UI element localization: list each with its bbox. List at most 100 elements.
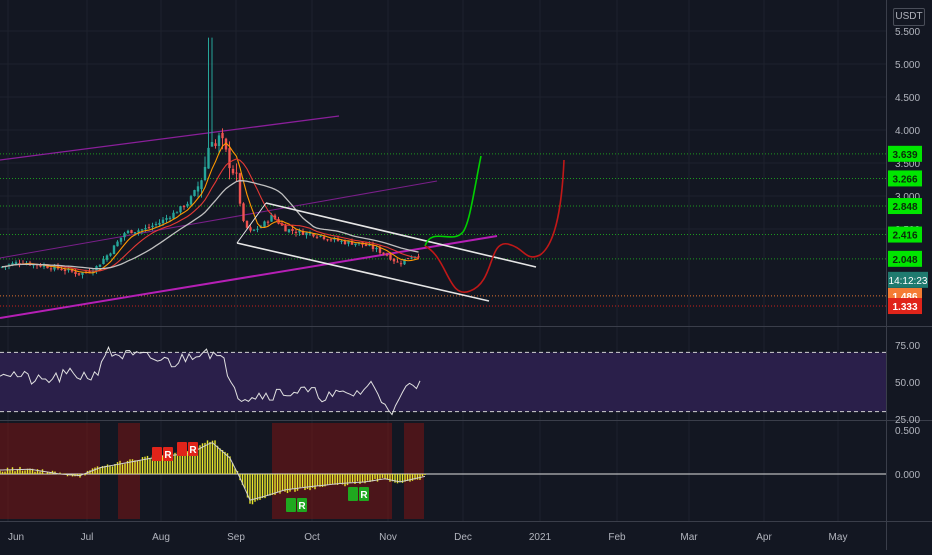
price-level-tag <box>888 198 922 215</box>
candle <box>112 245 116 255</box>
candle <box>109 253 112 256</box>
candle <box>301 230 305 235</box>
signal-marker-bull <box>359 487 369 501</box>
time-tick-label: Oct <box>304 532 320 543</box>
candle <box>231 168 235 174</box>
price-level-tag <box>888 250 922 267</box>
price-tick-label: 3.500 <box>895 159 920 170</box>
candle <box>256 228 259 230</box>
signal-marker-bear <box>177 442 187 456</box>
candle <box>53 265 56 270</box>
candle <box>200 180 203 190</box>
ma-slow <box>1 180 419 270</box>
candle <box>410 257 413 259</box>
candle <box>368 244 371 246</box>
time-tick-label: 2021 <box>529 532 552 543</box>
candle <box>392 258 396 262</box>
candle <box>375 247 378 250</box>
price-level-tag-text: 3.266 <box>892 174 917 185</box>
candle <box>203 166 207 180</box>
candle <box>91 271 95 273</box>
time-tick-label: Dec <box>454 532 472 543</box>
candle <box>144 228 147 230</box>
time-tick-label: May <box>829 532 848 543</box>
candle <box>364 244 368 246</box>
candle <box>266 221 270 223</box>
signal-marker-text: R <box>360 490 368 501</box>
rsi-tick-label: 75.00 <box>895 341 920 352</box>
candle <box>417 256 420 258</box>
time-tick-label: Nov <box>379 532 397 543</box>
candle <box>175 212 179 214</box>
candle <box>161 219 165 224</box>
candle <box>284 225 287 232</box>
candle <box>70 269 74 272</box>
candle <box>406 258 410 260</box>
osc-zone <box>118 423 140 519</box>
price-tick-label: 4.500 <box>895 93 920 104</box>
candle <box>329 239 333 241</box>
candle <box>210 142 214 147</box>
candle <box>154 223 158 225</box>
rsi-tick-label: 25.00 <box>895 415 920 426</box>
price-tick-label: 4.000 <box>895 126 920 137</box>
price-level-tag-text: 1.486 <box>892 292 917 303</box>
trendline-lower <box>0 235 498 319</box>
price-tick-label: 3.000 <box>895 192 920 203</box>
candle <box>158 222 161 225</box>
candle <box>182 205 186 208</box>
ma-fast <box>1 142 419 274</box>
price-level-tag-text: 3.639 <box>892 150 917 161</box>
candle <box>354 243 357 246</box>
signal-marker-bull <box>286 498 296 512</box>
candle <box>179 206 182 213</box>
candle <box>126 230 130 233</box>
candle <box>217 135 221 147</box>
candle <box>0 266 4 268</box>
candle <box>168 217 172 219</box>
candle <box>18 263 21 265</box>
candle <box>77 273 81 275</box>
trendline-upper <box>0 115 340 161</box>
signal-marker-bear <box>188 442 198 456</box>
candle <box>81 272 84 275</box>
candle <box>224 138 228 150</box>
candle <box>238 173 242 204</box>
forecast-bullish-path <box>424 155 482 247</box>
candle <box>67 268 70 271</box>
price-level-tag <box>888 170 922 187</box>
time-tick-label: Mar <box>680 532 698 543</box>
candle <box>249 227 252 231</box>
time-tick-label: Apr <box>756 532 772 543</box>
candle <box>333 238 336 240</box>
candle <box>88 271 91 273</box>
candle <box>147 227 151 229</box>
channel-edge <box>236 202 267 244</box>
candle <box>385 254 389 256</box>
candle <box>60 269 63 271</box>
price-level-tag <box>888 145 922 162</box>
candle <box>399 263 403 265</box>
osc-zone <box>0 423 100 519</box>
candle <box>287 229 291 233</box>
candle <box>165 218 168 220</box>
candle <box>105 255 109 260</box>
candle <box>308 233 312 235</box>
price-level-tag-text: 2.416 <box>892 231 917 242</box>
candle <box>151 225 154 228</box>
candle <box>221 132 224 139</box>
osc-tick-label: 0.000 <box>895 470 920 481</box>
candle <box>228 148 231 169</box>
signal-marker-bull <box>297 498 307 512</box>
candle <box>119 237 123 242</box>
candle <box>270 214 273 222</box>
candle <box>172 212 175 219</box>
candle <box>291 229 294 231</box>
candle <box>273 215 277 220</box>
candle <box>336 238 340 241</box>
signal-marker-bear <box>152 447 162 461</box>
time-tick-label: Aug <box>152 532 170 543</box>
signal-marker-bull <box>348 487 358 501</box>
